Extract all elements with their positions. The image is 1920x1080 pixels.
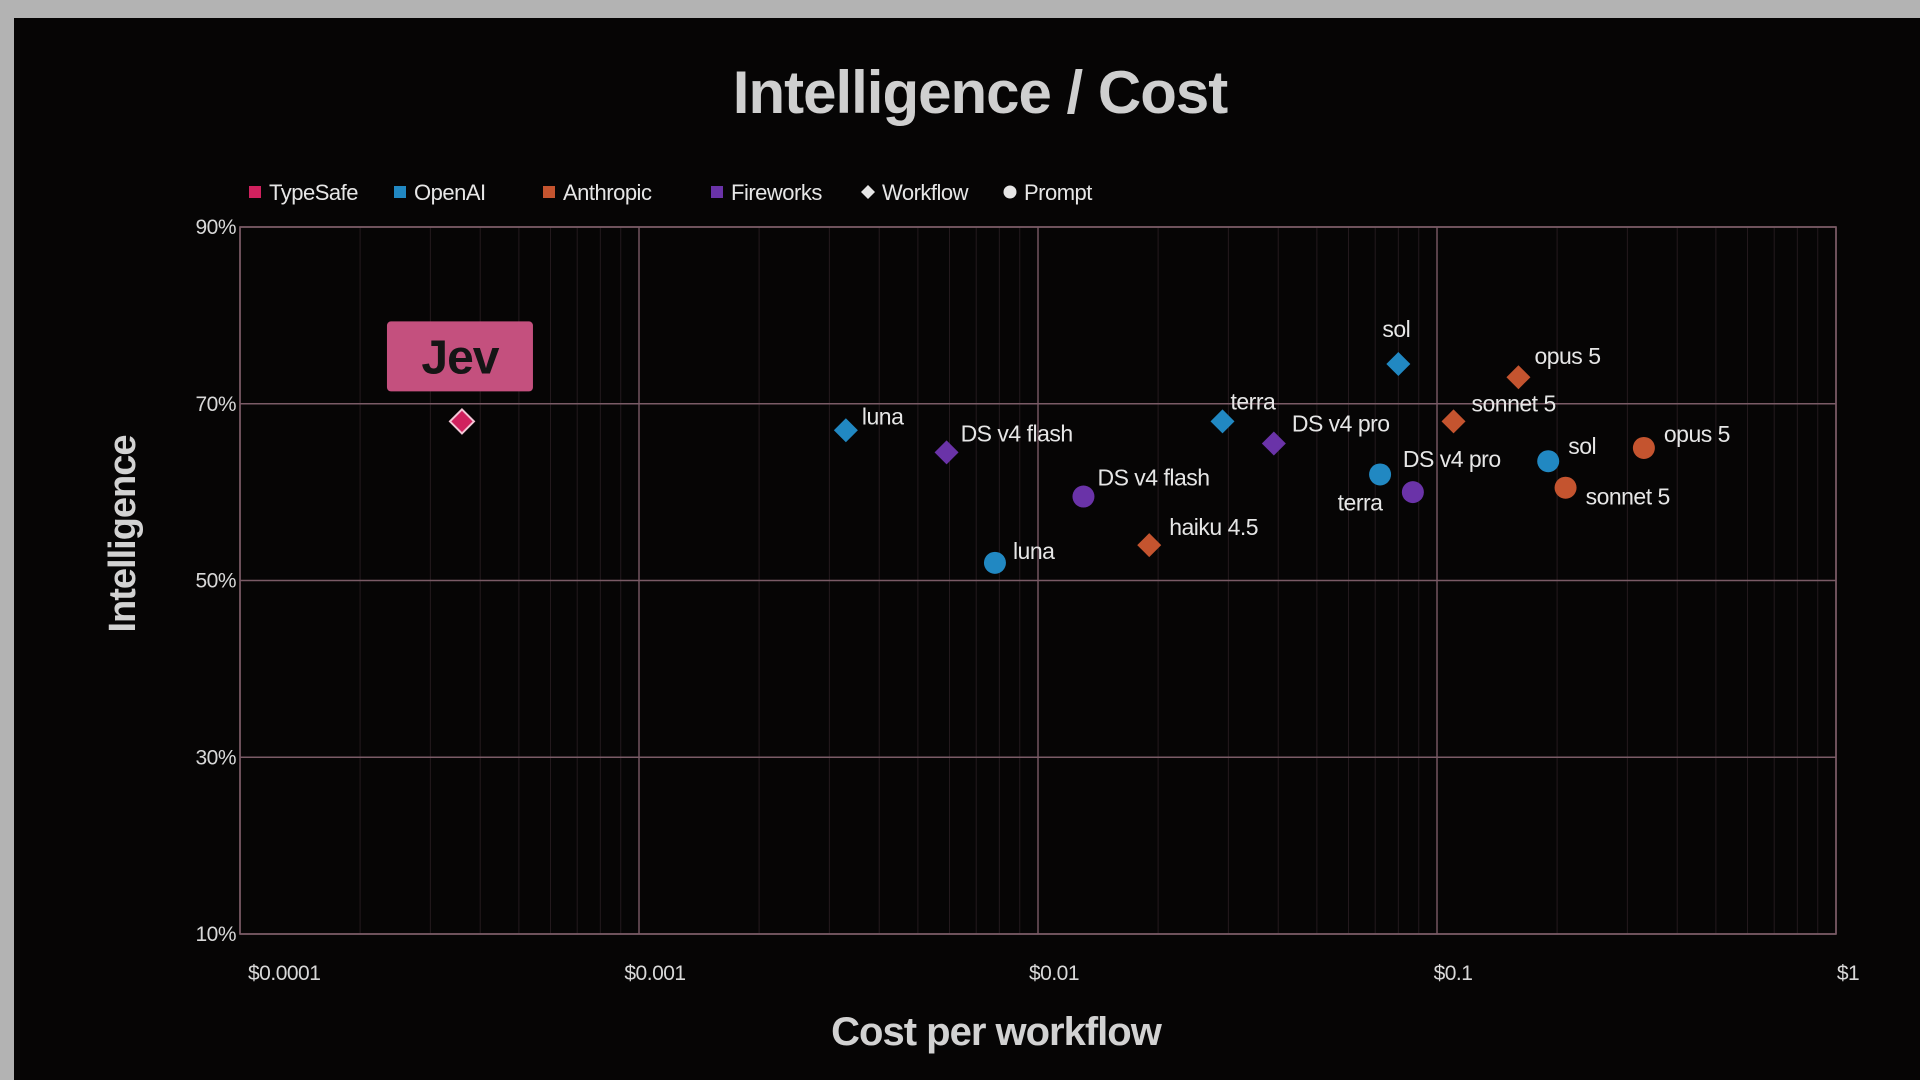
callout-box (386, 321, 533, 392)
prompt-point (1369, 463, 1392, 486)
y-tick-label: 70% (195, 393, 236, 416)
point-label: DS v4 pro (1403, 446, 1501, 472)
legend: TypeSafe OpenAI Anthropic Fireworks Workflow… (249, 180, 1093, 205)
point-label: sol (1382, 316, 1410, 342)
point-label: opus 5 (1534, 343, 1600, 369)
point-label: luna (862, 403, 904, 429)
y-tick-label: 30% (195, 746, 236, 769)
point-label: DS v4 flash (961, 420, 1073, 446)
prompt-point (1072, 485, 1095, 508)
scatter-chart: $0.0001 $0.001 $0.01 $0.1 $110%30%50%70%90% … (102, 59, 1860, 1054)
x-tick-label: $0.1 (1434, 962, 1473, 985)
workflow-point (934, 440, 959, 465)
callout-label: Jev (421, 331, 499, 384)
x-tick-label: $0.001 (624, 962, 685, 985)
legend-swatch (249, 186, 261, 198)
legend-label: Prompt (1024, 180, 1092, 205)
data-point-labels: luna DS v4 flash luna DS v4 flash haiku 4.5 t… (862, 316, 1731, 564)
legend-swatch (394, 186, 406, 198)
point-label: DS v4 flash (1097, 465, 1209, 491)
point-label: haiku 4.5 (1169, 514, 1258, 540)
diamond-icon (861, 185, 875, 199)
x-axis-title: Cost per workflow (831, 1010, 1163, 1054)
chart-slide: $0.0001 $0.001 $0.01 $0.1 $1 10% 30% 50% 70% 90% … (14, 18, 1920, 1080)
plot-area-border (239, 226, 1837, 935)
point-label: sonnet 5 (1586, 484, 1670, 510)
y-tick-label: 10% (195, 923, 236, 946)
point-label: sol (1568, 433, 1596, 459)
workflow-point (1210, 409, 1235, 434)
x-tick-label: $0.0001 (248, 962, 320, 985)
legend-label: Workflow (882, 180, 969, 205)
workflow-point (448, 408, 476, 435)
chart-title: Intelligence / Cost (733, 59, 1228, 126)
y-tick-label: 90% (195, 216, 236, 239)
callout: Jev (386, 321, 533, 392)
prompt-point (1537, 450, 1560, 473)
point-label: terra (1338, 489, 1384, 515)
legend-label: Fireworks (731, 180, 822, 205)
workflow-point (833, 418, 858, 443)
legend-label: OpenAI (414, 180, 486, 205)
workflow-point (1261, 431, 1286, 456)
legend-swatch (711, 186, 723, 198)
prompt-point (983, 551, 1006, 574)
workflow-point (1137, 533, 1162, 558)
point-label: terra (1230, 388, 1276, 414)
prompt-point (1401, 481, 1424, 504)
prompt-point (1554, 476, 1577, 499)
axis-tick-labels: $0.0001 $0.001 $0.01 $0.1 $1 10% 30% 50% 70% 90% (195, 216, 1859, 985)
y-axis-title: Intelligence (102, 435, 144, 632)
workflow-point (1386, 351, 1411, 376)
point-label: DS v4 pro (1292, 411, 1390, 437)
point-label: opus 5 (1664, 421, 1730, 447)
y-tick-label: 50% (195, 570, 236, 593)
x-tick-label: $0.01 (1029, 962, 1079, 985)
legend-swatch (543, 186, 555, 198)
point-label: luna (1013, 538, 1055, 564)
legend-label: Anthropic (563, 180, 652, 205)
legend-label: TypeSafe (269, 180, 358, 205)
workflow-point (1441, 409, 1466, 434)
x-tick-label: $1 (1837, 962, 1859, 985)
prompt-point (1632, 436, 1655, 459)
data-points (448, 351, 1655, 574)
point-label: sonnet 5 (1472, 390, 1556, 416)
workflow-point (1506, 365, 1531, 390)
circle-icon (1003, 185, 1017, 199)
